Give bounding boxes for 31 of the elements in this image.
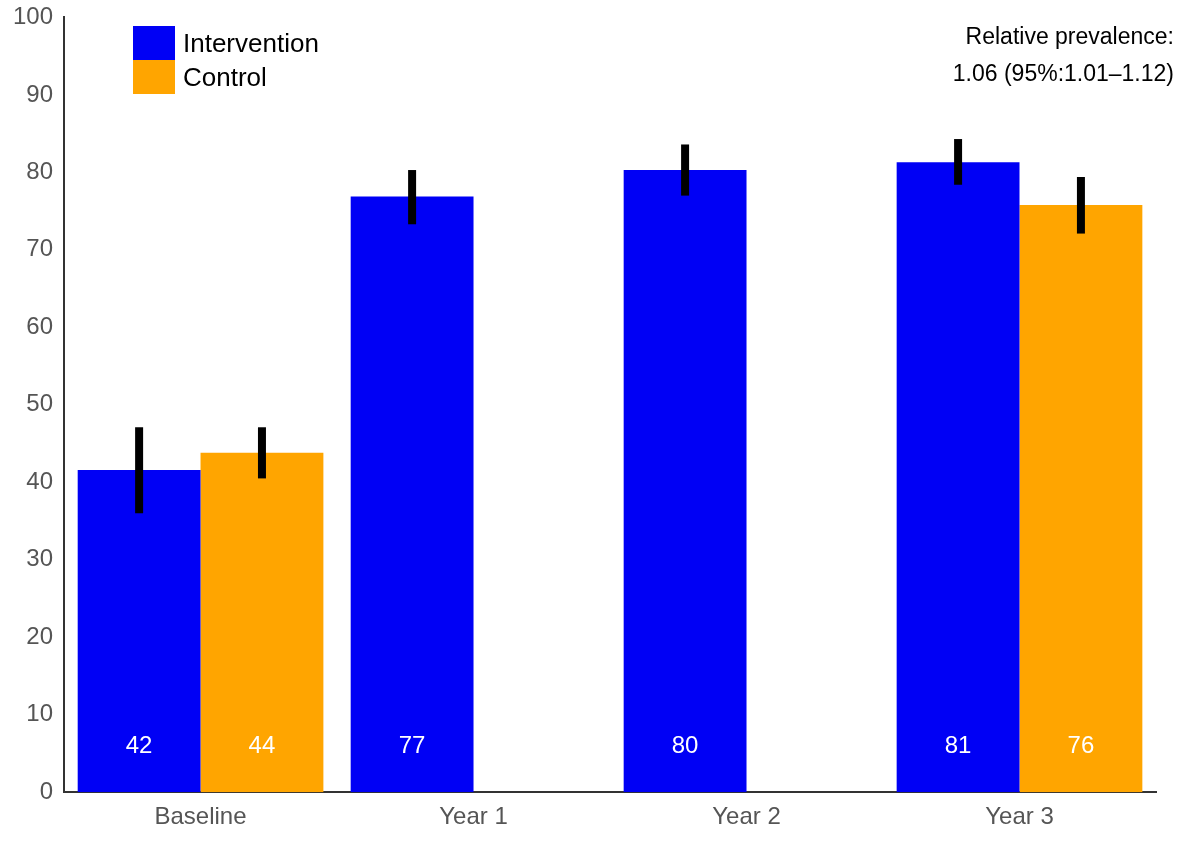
annotation: 1.06 (95%:1.01–1.12) <box>952 59 1174 88</box>
bar <box>77 469 201 793</box>
x-tick-label: Year 3 <box>985 802 1054 830</box>
data-label: 77 <box>398 730 426 758</box>
y-tick-label: 10 <box>26 699 54 727</box>
x-tick-label: Year 2 <box>712 802 781 830</box>
bar <box>200 452 324 793</box>
data-label: 42 <box>125 730 153 758</box>
y-tick-label: 20 <box>26 621 54 649</box>
bar <box>1019 204 1143 793</box>
legend-label: Control <box>183 61 267 93</box>
data-label: 44 <box>248 730 276 758</box>
y-tick-label: 30 <box>26 544 54 572</box>
y-tick-label: 80 <box>26 156 54 184</box>
bar <box>896 162 1020 793</box>
y-tick-label: 0 <box>39 776 54 804</box>
data-label: 76 <box>1067 730 1095 758</box>
legend-label: Intervention <box>183 27 319 59</box>
y-tick-label: 50 <box>26 389 54 417</box>
data-label: 80 <box>671 730 699 758</box>
y-tick-label: 90 <box>26 79 54 107</box>
data-label: 81 <box>944 730 972 758</box>
y-tick-label: 70 <box>26 234 54 262</box>
x-tick-label: Year 1 <box>439 802 508 830</box>
bar <box>623 170 747 793</box>
y-tick-label: 60 <box>26 311 54 339</box>
bar <box>350 196 474 793</box>
y-tick-label: 40 <box>26 466 54 494</box>
x-tick-label: Baseline <box>154 802 247 830</box>
y-tick-label: 100 <box>13 2 54 30</box>
annotation: Relative prevalence: <box>964 22 1174 51</box>
